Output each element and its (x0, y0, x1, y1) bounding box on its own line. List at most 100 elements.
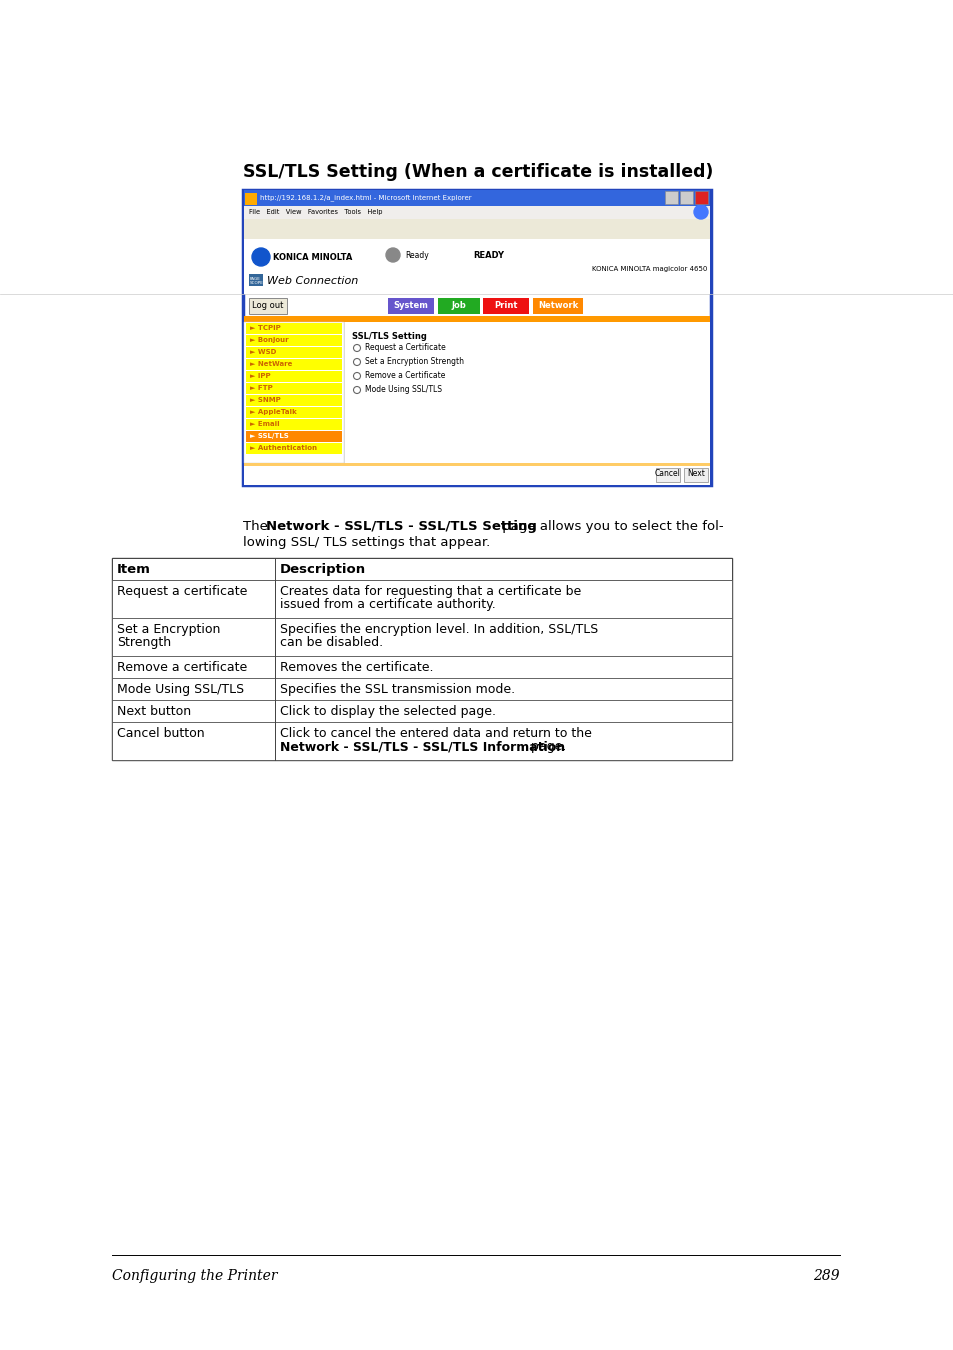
Text: SSL/TLS Setting: SSL/TLS Setting (352, 332, 426, 342)
Text: ► Bonjour: ► Bonjour (250, 338, 289, 343)
Bar (679, 190, 692, 204)
Text: Next button: Next button (117, 705, 191, 718)
Bar (112, 656, 731, 678)
Bar (244, 190, 709, 207)
Bar (388, 298, 434, 315)
Bar (112, 678, 731, 701)
Bar (112, 558, 731, 580)
Text: PAGE
SCOPE: PAGE SCOPE (250, 277, 264, 285)
Text: KONICA MINOLTA magicolor 4650: KONICA MINOLTA magicolor 4650 (591, 266, 706, 271)
Text: Specifies the SSL transmission mode.: Specifies the SSL transmission mode. (280, 683, 515, 697)
Text: SSL/TLS Setting (When a certificate is installed): SSL/TLS Setting (When a certificate is i… (243, 163, 713, 181)
Text: ► Email: ► Email (250, 421, 279, 427)
Bar (246, 335, 341, 346)
Bar (249, 298, 287, 315)
Text: ► NetWare: ► NetWare (250, 360, 292, 367)
Bar (244, 463, 709, 466)
Text: Cancel: Cancel (655, 468, 680, 478)
Bar (243, 190, 710, 485)
Text: ► Authentication: ► Authentication (250, 446, 316, 451)
Text: Cancel button: Cancel button (117, 728, 204, 740)
Text: The: The (243, 520, 272, 533)
Text: Description: Description (280, 563, 366, 576)
Text: Configuring the Printer: Configuring the Printer (112, 1269, 277, 1282)
Bar (244, 323, 344, 463)
Text: Web Connection: Web Connection (267, 275, 358, 286)
Bar (695, 190, 707, 204)
Text: issued from a certificate authority.: issued from a certificate authority. (280, 598, 496, 612)
Text: ► SNMP: ► SNMP (250, 397, 280, 404)
Bar (482, 298, 529, 315)
Text: Ready: Ready (405, 251, 428, 259)
Bar (245, 193, 256, 205)
Text: KONICA MINOLTA: KONICA MINOLTA (273, 252, 352, 262)
Text: page allows you to select the fol-: page allows you to select the fol- (497, 520, 723, 533)
Text: 289: 289 (813, 1269, 840, 1282)
Text: page.: page. (526, 740, 566, 753)
Bar (344, 323, 709, 463)
Bar (249, 274, 263, 286)
Text: Strength: Strength (117, 636, 171, 649)
Bar (246, 359, 341, 370)
Text: Request a Certificate: Request a Certificate (365, 343, 445, 352)
Text: READY: READY (473, 251, 503, 259)
Text: Job: Job (451, 301, 466, 309)
Bar (246, 323, 341, 333)
Text: ► AppleTalk: ► AppleTalk (250, 409, 296, 414)
Bar (437, 298, 479, 315)
Text: Mode Using SSL/TLS: Mode Using SSL/TLS (117, 683, 244, 697)
Text: Network - SSL/TLS - SSL/TLS Information: Network - SSL/TLS - SSL/TLS Information (280, 740, 564, 753)
Bar (244, 463, 709, 485)
Text: Request a certificate: Request a certificate (117, 585, 247, 598)
Text: Set a Encryption Strength: Set a Encryption Strength (365, 358, 463, 366)
Text: System: System (394, 301, 428, 309)
Bar (246, 396, 341, 406)
Bar (246, 443, 341, 454)
Bar (112, 618, 731, 656)
Bar (244, 219, 709, 239)
Text: Specifies the encryption level. In addition, SSL/TLS: Specifies the encryption level. In addit… (280, 622, 598, 636)
Text: Print: Print (494, 301, 517, 309)
Text: http://192.168.1.2/a_index.html - Microsoft Internet Explorer: http://192.168.1.2/a_index.html - Micros… (260, 194, 471, 201)
Bar (112, 580, 731, 618)
Bar (664, 190, 678, 204)
Text: lowing SSL/ TLS settings that appear.: lowing SSL/ TLS settings that appear. (243, 536, 490, 549)
Bar (246, 371, 341, 382)
Text: Next: Next (686, 468, 704, 478)
Bar (112, 701, 731, 722)
Text: Click to display the selected page.: Click to display the selected page. (280, 705, 496, 718)
Text: File   Edit   View   Favorites   Tools   Help: File Edit View Favorites Tools Help (249, 209, 382, 215)
Text: ► WSD: ► WSD (250, 350, 276, 355)
Bar (112, 722, 731, 760)
Circle shape (252, 248, 270, 266)
Text: Creates data for requesting that a certificate be: Creates data for requesting that a certi… (280, 585, 580, 598)
Text: Mode Using SSL/TLS: Mode Using SSL/TLS (365, 386, 441, 394)
Bar (246, 431, 341, 441)
Bar (112, 558, 731, 760)
Bar (246, 406, 341, 418)
Text: Network - SSL/TLS - SSL/TLS Setting: Network - SSL/TLS - SSL/TLS Setting (266, 520, 537, 533)
Text: Network: Network (537, 301, 578, 309)
Text: Click to cancel the entered data and return to the: Click to cancel the entered data and ret… (280, 728, 591, 740)
Bar (246, 383, 341, 394)
Bar (246, 418, 341, 431)
Text: Set a Encryption: Set a Encryption (117, 622, 220, 636)
Bar (683, 468, 707, 482)
Text: Removes the certificate.: Removes the certificate. (280, 662, 433, 674)
Text: ► SSL/TLS: ► SSL/TLS (250, 433, 289, 439)
Text: ► TCPIP: ► TCPIP (250, 325, 280, 331)
Bar (244, 239, 709, 294)
Bar (244, 207, 709, 219)
Text: Remove a certificate: Remove a certificate (117, 662, 247, 674)
Bar (656, 468, 679, 482)
Text: Remove a Certificate: Remove a Certificate (365, 371, 445, 381)
Text: can be disabled.: can be disabled. (280, 636, 383, 649)
Bar (533, 298, 582, 315)
Circle shape (693, 205, 707, 219)
Circle shape (386, 248, 399, 262)
Text: Log out: Log out (252, 301, 283, 309)
Text: ► IPP: ► IPP (250, 373, 271, 379)
Text: Item: Item (117, 563, 151, 576)
Text: ► FTP: ► FTP (250, 385, 273, 391)
Bar (246, 347, 341, 358)
